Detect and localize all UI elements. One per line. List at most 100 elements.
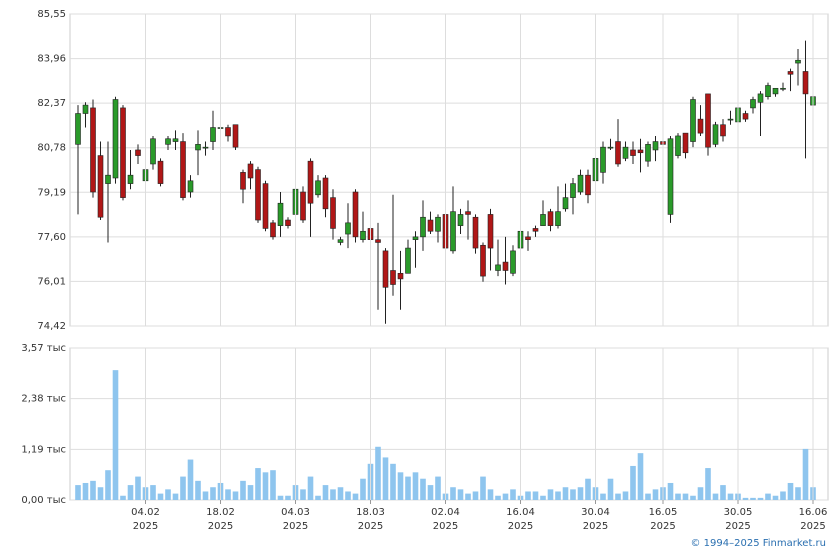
volume-bar <box>255 468 261 500</box>
volume-bar <box>675 493 681 500</box>
volume-bar <box>405 476 411 500</box>
y-tick-label: 79,19 <box>37 187 66 198</box>
candle-body <box>180 141 186 198</box>
volume-bar <box>90 480 96 500</box>
candle-body <box>375 239 381 243</box>
candle-body <box>607 146 614 149</box>
x-tick-label: 16.04 2025 <box>506 507 535 532</box>
candle-body <box>270 222 276 238</box>
candle-body <box>532 228 539 232</box>
candle-body <box>555 211 561 226</box>
volume-bar <box>427 485 434 500</box>
volume-bar <box>232 491 239 500</box>
candle-body <box>405 247 411 274</box>
volume-bar <box>570 489 576 500</box>
volume-bar <box>390 463 396 500</box>
volume-bar <box>637 453 644 500</box>
candle-body <box>630 149 636 156</box>
candle-body <box>225 127 231 137</box>
candle-body <box>285 219 291 226</box>
volume-bar <box>300 489 306 500</box>
candle-body <box>502 261 509 271</box>
candle-body <box>247 163 254 179</box>
volume-bar <box>765 493 771 500</box>
volume-bar <box>472 491 479 500</box>
volume-bar <box>262 472 269 500</box>
volume-bar <box>360 478 366 500</box>
candle-body <box>360 230 366 240</box>
y-tick-label: 3,57 тыс <box>21 343 66 354</box>
candle-body <box>165 138 171 145</box>
x-tick-label: 18.02 2025 <box>206 507 235 532</box>
candle-body <box>682 132 689 154</box>
volume-bar <box>412 472 419 500</box>
x-tick-label: 16.05 2025 <box>649 507 678 532</box>
volume-bar <box>127 485 134 500</box>
volume-bar <box>97 487 104 500</box>
volume-bar <box>187 459 194 500</box>
y-tick-label: 77,60 <box>37 232 66 243</box>
volume-bar <box>607 478 614 500</box>
volume-bar <box>345 491 351 500</box>
volume-bar <box>750 497 756 500</box>
footer: © 1994–2025 Finmarket.ru <box>690 538 826 549</box>
x-tick-label: 02.04 2025 <box>431 507 460 532</box>
candle-body <box>495 264 501 271</box>
candle-body <box>397 272 404 280</box>
volume-bar <box>720 485 726 500</box>
volume-bar <box>180 476 186 500</box>
candle-body <box>705 93 711 148</box>
candle-body <box>112 99 119 179</box>
volume-bar <box>555 491 561 500</box>
volume-bar <box>112 370 119 500</box>
y-tick-label: 85,55 <box>37 9 66 20</box>
candle-body <box>547 211 554 226</box>
volume-bar <box>307 476 314 500</box>
candle-body <box>585 174 591 196</box>
volume-bar <box>547 489 554 500</box>
volume-bar <box>742 497 749 500</box>
volume-bar <box>135 476 141 500</box>
volume-bar <box>195 480 201 500</box>
x-tick-label: 30.05 2025 <box>724 507 753 532</box>
candle-body <box>120 107 126 198</box>
y-tick-label: 1,19 тыс <box>21 444 66 455</box>
volume-bar <box>757 497 764 500</box>
candle-body <box>195 144 201 151</box>
candle-body <box>487 214 494 249</box>
volume-bar <box>495 495 501 500</box>
candle-body <box>172 138 179 142</box>
candle-body <box>202 146 209 149</box>
volume-bar <box>577 487 584 500</box>
volume-bar <box>150 485 156 500</box>
volume-bar <box>337 487 344 500</box>
candle-body <box>667 138 674 215</box>
candle-body <box>390 270 396 285</box>
volume-bar <box>157 493 164 500</box>
volume-bar <box>802 448 809 500</box>
y-tick-label: 76,01 <box>37 276 66 287</box>
volume-bar <box>105 470 111 500</box>
y-tick-label: 82,37 <box>37 98 66 109</box>
volume-bar <box>622 491 629 500</box>
candle-body <box>480 244 486 277</box>
candle-body <box>652 141 659 151</box>
candle-body <box>82 104 89 114</box>
volume-bar <box>322 485 329 500</box>
volume-bar <box>615 493 621 500</box>
candle-body <box>187 180 194 193</box>
candle-body <box>345 222 351 235</box>
candle-body <box>795 59 801 64</box>
volume-bar <box>780 491 786 500</box>
volume-bar <box>225 489 231 500</box>
x-tick-label: 16.06 2025 <box>799 507 828 532</box>
candle-body <box>802 71 809 95</box>
candle-body <box>757 93 764 103</box>
candle-body <box>577 174 584 193</box>
candle-body <box>97 155 104 218</box>
candle-body <box>255 169 261 221</box>
candle-body <box>412 236 419 240</box>
volume-bar <box>727 493 734 500</box>
candle-body <box>525 236 531 240</box>
candle-body <box>562 197 569 210</box>
